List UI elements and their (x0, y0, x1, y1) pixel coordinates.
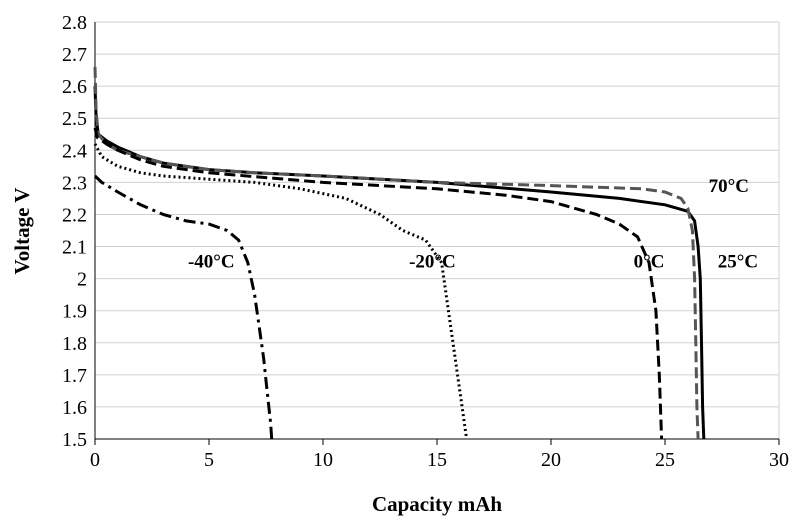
series-annotation: 25°C (718, 251, 758, 272)
series-lines (93, 66, 706, 440)
x-axis-title: Capacity mAh (372, 492, 502, 516)
y-tick-label: 2.2 (62, 204, 87, 226)
series-line-0c (93, 127, 664, 440)
x-tick-label: 20 (541, 449, 561, 471)
y-tick-label: 1.7 (62, 365, 87, 387)
series-annotation: 70°C (709, 176, 749, 197)
x-tick-label: 0 (90, 449, 100, 471)
series-annotations: -40°C -20°C 0°C 25°C 70°C (188, 176, 758, 272)
y-tick-label: 1.5 (62, 429, 87, 451)
series-annotation: -20°C (409, 251, 456, 272)
series-line-25c (93, 86, 706, 440)
y-axis-title: Voltage V (10, 188, 34, 275)
y-tick-label: 2.7 (62, 44, 87, 66)
y-tick-label: 1.8 (62, 333, 87, 355)
gridlines (95, 21, 780, 439)
series-line-40c (93, 174, 274, 440)
y-tick-label: 1.9 (62, 301, 87, 323)
x-tick-label: 25 (655, 449, 675, 471)
x-tick-label: 30 (769, 449, 789, 471)
y-tick-label: 2.5 (62, 108, 87, 130)
y-tick-label: 2.4 (62, 140, 87, 162)
y-tick-label: 2.1 (62, 237, 87, 259)
x-tick-label: 15 (427, 449, 447, 471)
series-line-70c (93, 66, 700, 440)
x-tick-labels: 0 5 10 15 20 25 30 (90, 439, 789, 471)
y-tick-label: 1.6 (62, 397, 87, 419)
axes (94, 22, 779, 440)
y-tick-label: 2 (77, 269, 87, 291)
y-tick-labels: 1.5 1.6 1.7 1.8 1.9 2 2.1 2.2 2.3 2.4 2.5 2.6 2.7 2.8 (62, 12, 87, 451)
y-tick-label: 2.3 (62, 172, 87, 194)
y-tick-label: 2.6 (62, 76, 87, 98)
x-tick-label: 5 (204, 449, 214, 471)
y-tick-label: 2.8 (62, 12, 87, 34)
series-annotation: -40°C (188, 251, 235, 272)
series-annotation: 0°C (634, 251, 665, 272)
x-tick-label: 10 (313, 449, 333, 471)
